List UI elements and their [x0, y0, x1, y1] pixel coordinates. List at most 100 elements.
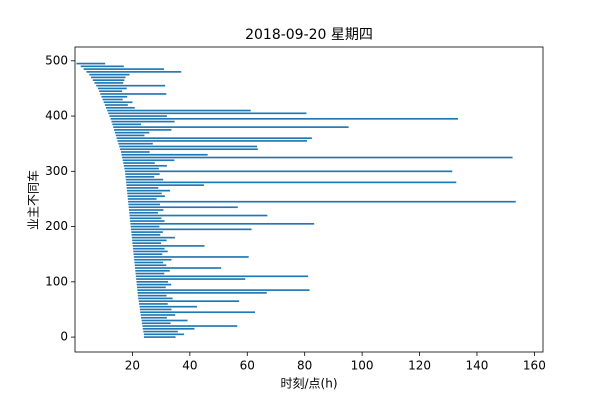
- bar: [138, 297, 173, 300]
- x-tick-label: 80: [297, 359, 312, 373]
- x-tick-label: 40: [182, 359, 197, 373]
- bar: [143, 330, 178, 333]
- bar: [126, 184, 204, 186]
- bar: [97, 87, 127, 90]
- bar: [80, 65, 124, 68]
- bar: [126, 189, 171, 192]
- bar: [132, 242, 162, 244]
- bar: [134, 264, 167, 267]
- bar: [107, 109, 251, 112]
- bar: [127, 198, 157, 200]
- bar: [106, 106, 135, 109]
- bar: [136, 280, 169, 283]
- bar: [76, 62, 106, 65]
- bar: [130, 228, 252, 231]
- chart-title: 2018-09-20 星期四: [245, 27, 373, 43]
- bar: [116, 137, 312, 139]
- bar: [128, 200, 516, 203]
- bar: [141, 316, 167, 319]
- bar: [111, 120, 175, 123]
- bar: [143, 333, 185, 336]
- y-tick-label: 200: [45, 219, 68, 233]
- bar: [125, 173, 160, 175]
- bar: [141, 322, 171, 325]
- y-tick-label: 400: [45, 109, 68, 123]
- bar: [129, 217, 162, 220]
- bar: [102, 98, 123, 101]
- bar: [137, 289, 310, 291]
- bar: [140, 314, 176, 316]
- bar: [130, 222, 315, 225]
- bar: [117, 140, 307, 142]
- bar: [122, 156, 513, 159]
- bar: [135, 272, 165, 275]
- bar: [137, 292, 267, 294]
- bar: [132, 239, 167, 242]
- bar: [135, 275, 309, 278]
- bar: [128, 206, 238, 209]
- bar: [99, 90, 123, 93]
- bar: [138, 300, 240, 302]
- y-tick-label: 0: [60, 330, 68, 344]
- bar: [83, 68, 165, 70]
- plot-frame: [74, 46, 544, 353]
- bar: [126, 187, 159, 189]
- bar: [123, 162, 155, 164]
- bar: [96, 84, 166, 87]
- bar: [100, 93, 167, 95]
- bar: [131, 231, 163, 233]
- bar: [109, 115, 167, 117]
- bar: [127, 192, 162, 195]
- x-tick-label: 60: [240, 359, 255, 373]
- bar: [123, 164, 167, 167]
- bar: [136, 278, 246, 280]
- bar: [134, 261, 164, 264]
- bar: [143, 336, 176, 338]
- bar: [137, 294, 167, 297]
- bar: [94, 82, 124, 84]
- x-tick-label: 160: [523, 359, 546, 373]
- bar: [108, 112, 307, 115]
- bar: [89, 73, 130, 76]
- bar: [121, 153, 208, 156]
- bar: [127, 195, 165, 198]
- bar: [128, 209, 164, 211]
- bar: [139, 305, 198, 308]
- y-axis-label: 业主不同车: [26, 170, 41, 230]
- bar: [124, 167, 159, 170]
- bar: [132, 245, 205, 247]
- y-tick-label: 500: [45, 53, 68, 67]
- bar: [129, 211, 158, 214]
- bar: [133, 253, 163, 256]
- bar: [118, 142, 153, 145]
- bar: [141, 319, 188, 322]
- bar: [126, 181, 457, 184]
- bar: [120, 151, 150, 153]
- bar: [114, 131, 150, 134]
- bar: [86, 71, 182, 73]
- bar: [132, 247, 165, 250]
- bar: [135, 267, 222, 269]
- bar: [131, 234, 161, 236]
- bar: [142, 327, 195, 330]
- bar: [128, 203, 160, 206]
- x-tick-label: 100: [351, 359, 374, 373]
- x-tick-label: 140: [466, 359, 489, 373]
- bar: [136, 283, 172, 286]
- bar: [129, 214, 268, 217]
- x-tick-label: 20: [125, 359, 140, 373]
- bar: [133, 250, 168, 253]
- bar: [140, 311, 256, 314]
- bar: [142, 325, 238, 327]
- bar: [104, 104, 128, 106]
- bar: [112, 123, 142, 126]
- bar: [115, 134, 145, 137]
- bar: [131, 236, 175, 239]
- bar: [130, 225, 160, 228]
- bar: [103, 101, 133, 104]
- bar: [125, 176, 155, 178]
- bar: [110, 118, 459, 120]
- x-axis-label: 时刻/点(h): [280, 377, 337, 391]
- bar: [101, 95, 128, 98]
